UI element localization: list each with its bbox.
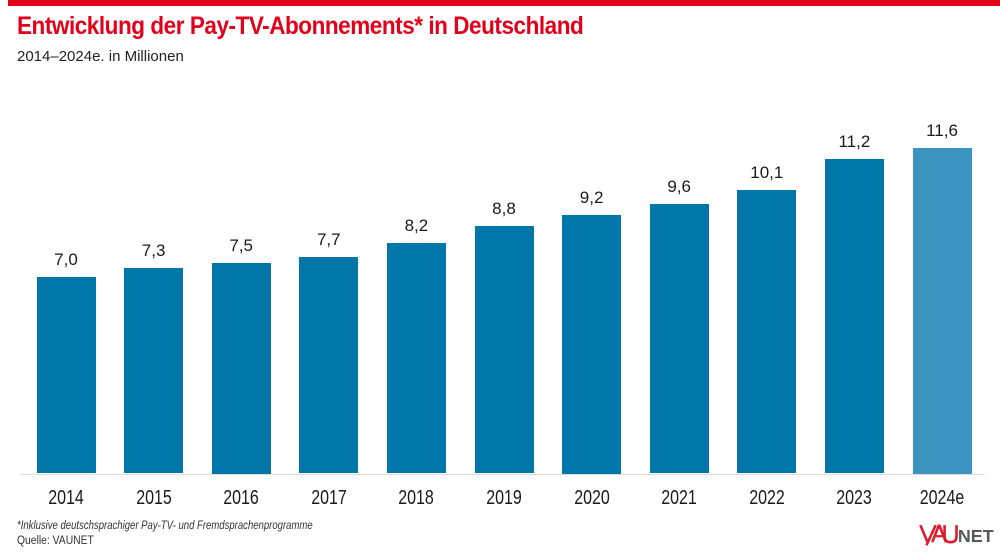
svg-text:NET: NET [958,526,994,546]
